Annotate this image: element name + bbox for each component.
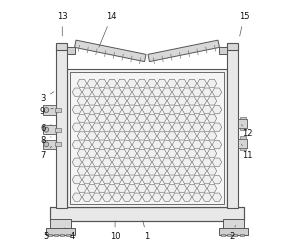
Polygon shape: [75, 40, 146, 62]
Text: 4: 4: [65, 228, 75, 242]
Circle shape: [44, 127, 49, 132]
Bar: [43, 105, 56, 115]
Bar: [43, 125, 56, 134]
Bar: [233, 234, 237, 236]
Bar: [43, 140, 56, 149]
Bar: [55, 143, 61, 146]
Polygon shape: [148, 40, 219, 62]
Bar: [48, 234, 52, 236]
Bar: [227, 43, 238, 50]
Bar: [219, 228, 248, 234]
Text: 10: 10: [110, 221, 120, 242]
Bar: [55, 128, 61, 132]
Bar: [56, 45, 67, 208]
Text: 11: 11: [242, 144, 253, 160]
Text: 5: 5: [44, 232, 49, 242]
Bar: [223, 219, 244, 229]
Bar: [50, 207, 244, 221]
Text: 7: 7: [40, 146, 52, 160]
Text: 6: 6: [40, 124, 51, 133]
Bar: [46, 228, 75, 234]
Text: 1: 1: [143, 221, 150, 242]
Bar: [221, 234, 225, 236]
Bar: [70, 72, 224, 204]
Bar: [56, 43, 67, 50]
Bar: [240, 147, 246, 150]
Bar: [238, 119, 247, 128]
Text: 15: 15: [239, 12, 249, 36]
Text: 14: 14: [99, 12, 117, 47]
Bar: [55, 108, 61, 112]
Bar: [227, 45, 238, 208]
Bar: [240, 234, 243, 236]
Circle shape: [44, 107, 49, 112]
Bar: [240, 136, 246, 139]
Text: 8: 8: [40, 136, 51, 145]
Text: 12: 12: [242, 125, 253, 138]
Bar: [238, 139, 247, 147]
Bar: [240, 117, 246, 119]
Bar: [227, 234, 231, 236]
Bar: [67, 69, 227, 207]
Bar: [240, 128, 246, 130]
Bar: [67, 47, 75, 54]
Text: 3: 3: [40, 92, 54, 103]
Bar: [219, 47, 227, 54]
Text: 9: 9: [40, 107, 54, 116]
Bar: [54, 234, 58, 236]
Text: 13: 13: [57, 12, 68, 36]
Bar: [50, 219, 71, 229]
Bar: [66, 234, 70, 236]
Circle shape: [44, 142, 49, 147]
Text: 2: 2: [229, 226, 235, 242]
Bar: [60, 234, 64, 236]
